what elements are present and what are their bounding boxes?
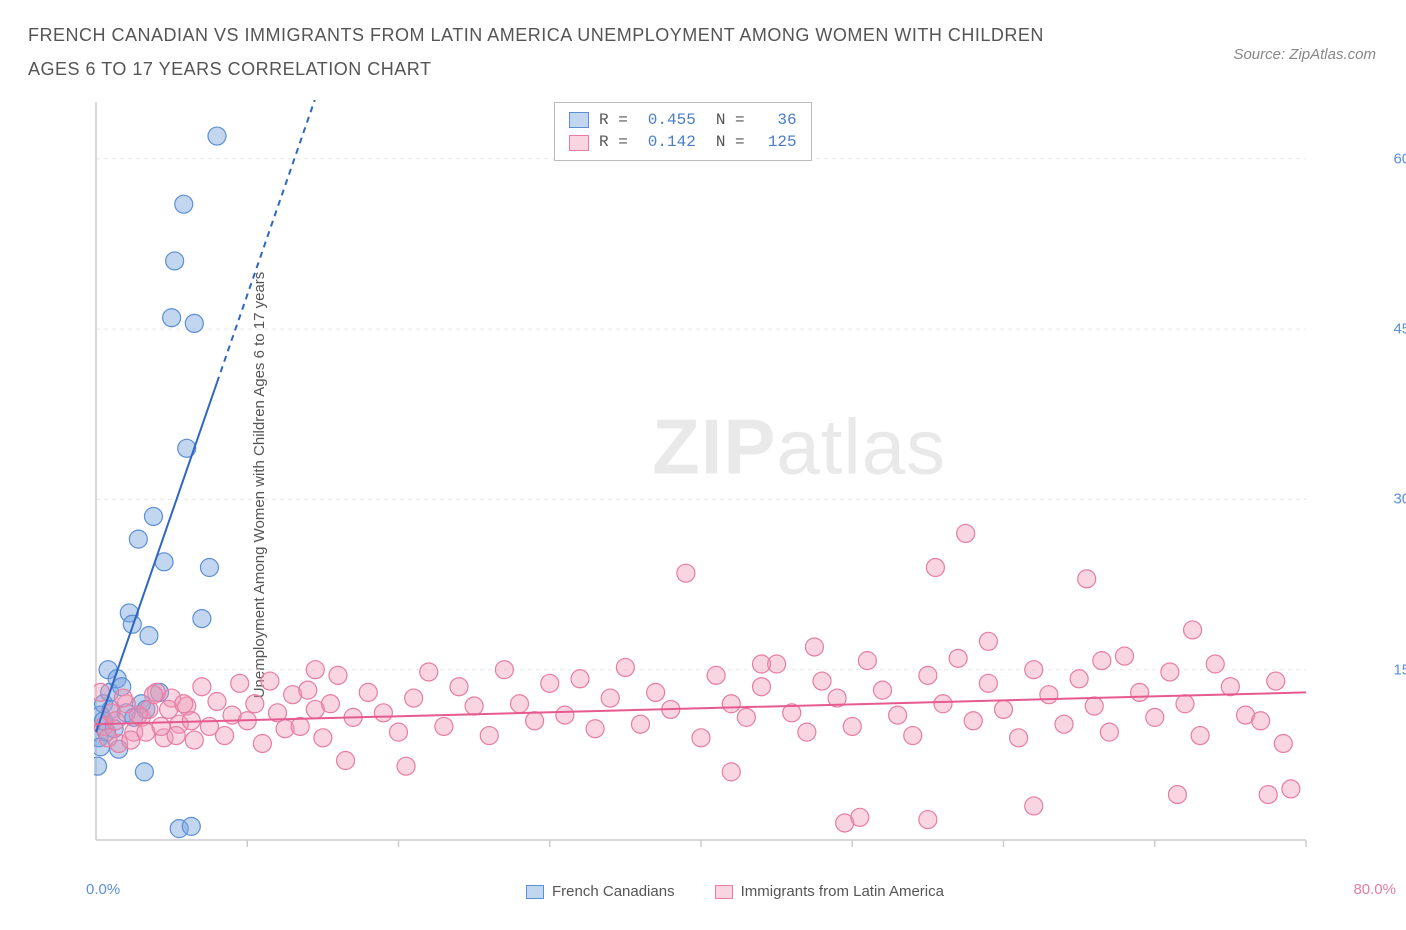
chart-title: FRENCH CANADIAN VS IMMIGRANTS FROM LATIN… [28,18,1078,86]
chart-area: Unemployment Among Women with Children A… [56,100,1376,870]
x-origin-label: 0.0% [86,881,120,898]
y-tick-label: 45.0% [1393,321,1406,338]
legend-item: Immigrants from Latin America [715,883,944,900]
x-max-label: 80.0% [1353,881,1396,898]
y-tick-label: 60.0% [1393,150,1406,167]
legend-label: French Canadians [552,883,675,900]
legend-item: French Canadians [526,883,675,900]
legend-swatch [526,885,544,899]
source-credit: Source: ZipAtlas.com [1233,46,1376,63]
bottom-legend: French Canadians Immigrants from Latin Am… [526,883,944,900]
stats-swatch [569,135,589,151]
stats-row: R =0.142N =125 [569,131,797,153]
y-tick-label: 15.0% [1393,661,1406,678]
legend-label: Immigrants from Latin America [741,883,944,900]
stats-box: R =0.455N =36R =0.142N =125 [554,102,812,161]
plot-region: ZIPatlas 15.0%30.0%45.0%60.0% 0.0% 80.0%… [94,100,1376,870]
y-tick-label: 30.0% [1393,491,1406,508]
stats-swatch [569,112,589,128]
legend-swatch [715,885,733,899]
stats-row: R =0.455N =36 [569,109,797,131]
